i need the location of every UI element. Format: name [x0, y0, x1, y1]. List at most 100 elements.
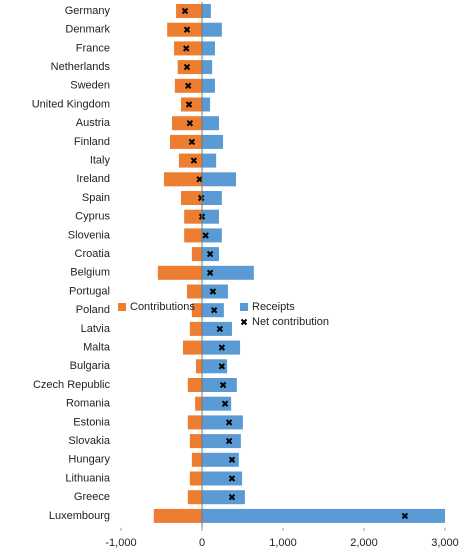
bar: [178, 153, 202, 168]
net-marker: [206, 269, 214, 277]
y-tick-label: France: [76, 42, 110, 54]
legend-swatch: [240, 303, 248, 311]
y-tick-label: United Kingdom: [32, 98, 110, 110]
bar: [202, 415, 243, 430]
y-tick-label: Cyprus: [75, 211, 110, 223]
net-marker: [209, 288, 217, 295]
y-tick-label: Netherlands: [51, 61, 111, 73]
bar: [176, 4, 202, 18]
net-marker: [219, 381, 227, 389]
bar: [195, 396, 202, 411]
net-marker: [190, 157, 198, 164]
bar: [153, 508, 202, 523]
net-marker: [228, 456, 236, 464]
net-marker: [221, 400, 229, 407]
y-tick-label: Latvia: [81, 323, 111, 335]
bar: [180, 191, 202, 205]
bar: [202, 471, 243, 486]
net-marker: [185, 101, 193, 108]
bar: [202, 60, 213, 75]
net-marker: [183, 26, 191, 33]
net-marker: [225, 419, 233, 426]
bar: [202, 359, 228, 374]
legend-label: Net contribution: [252, 316, 329, 328]
bar: [202, 434, 241, 449]
x-tick-label: 1,000: [269, 537, 297, 549]
bar: [157, 265, 202, 280]
bar: [167, 22, 202, 37]
x-tick-label: 0: [199, 537, 205, 549]
bar: [184, 209, 202, 224]
legend-label: Contributions: [130, 301, 195, 313]
net-marker: [181, 7, 189, 15]
bar: [202, 508, 445, 523]
net-marker: [228, 493, 236, 501]
net-marker: [206, 250, 214, 258]
y-tick-label: Spain: [82, 192, 110, 204]
bar: [202, 172, 237, 187]
bar: [202, 284, 228, 299]
bar: [184, 228, 202, 243]
bar: [187, 284, 202, 299]
bar: [187, 490, 202, 505]
y-tick-label: Sweden: [70, 80, 110, 92]
bar: [202, 209, 220, 224]
bar: [177, 60, 202, 75]
bar: [187, 415, 202, 430]
bar: [202, 191, 222, 205]
y-tick-label: Bulgaria: [70, 360, 111, 372]
x-tick-label: 3,000: [431, 537, 459, 549]
bar: [189, 434, 202, 449]
y-tick-label: Poland: [76, 304, 110, 316]
bar: [202, 490, 245, 505]
x-tick-label: 2,000: [350, 537, 378, 549]
bar: [170, 134, 202, 149]
bar: [163, 172, 202, 187]
bar: [187, 378, 202, 392]
net-marker: [225, 437, 233, 445]
net-marker: [218, 344, 226, 351]
bar: [202, 396, 232, 411]
legend-label: Receipts: [252, 301, 295, 313]
y-tick-label: Denmark: [65, 24, 110, 36]
bar: [202, 452, 239, 467]
bar: [191, 303, 202, 318]
net-marker: [196, 176, 203, 183]
bar: [172, 116, 202, 131]
bar: [202, 228, 222, 243]
bar: [202, 378, 237, 392]
net-marker: [183, 63, 191, 71]
net-marker: [401, 512, 409, 520]
bar: [202, 78, 215, 93]
bar: [202, 153, 217, 168]
bar: [202, 97, 211, 112]
y-tick-label: Estonia: [73, 416, 111, 428]
y-tick-label: Luxembourg: [49, 510, 110, 522]
y-tick-label: Lithuania: [65, 472, 111, 484]
net-marker: [197, 194, 205, 202]
bar: [189, 471, 202, 486]
net-marker: [210, 306, 218, 314]
net-marker: [188, 138, 196, 146]
bar: [202, 22, 222, 37]
net-marker: [186, 119, 194, 127]
bar: [202, 321, 232, 336]
legend-swatch: [118, 303, 126, 311]
net-marker: [218, 363, 226, 370]
bar: [202, 265, 254, 280]
net-marker: [202, 232, 209, 239]
bar: [174, 41, 202, 56]
y-tick-label: Belgium: [70, 267, 110, 279]
net-marker: [182, 45, 190, 52]
y-tick-label: Austria: [76, 117, 111, 129]
y-tick-label: Germany: [65, 5, 111, 17]
legend-marker: [240, 318, 248, 326]
net-marker: [216, 325, 224, 333]
net-marker: [185, 82, 192, 90]
bar: [182, 340, 202, 355]
bar: [195, 359, 202, 374]
y-tick-label: Croatia: [75, 248, 111, 260]
y-tick-label: Slovakia: [68, 435, 110, 447]
y-tick-label: Romania: [66, 398, 111, 410]
